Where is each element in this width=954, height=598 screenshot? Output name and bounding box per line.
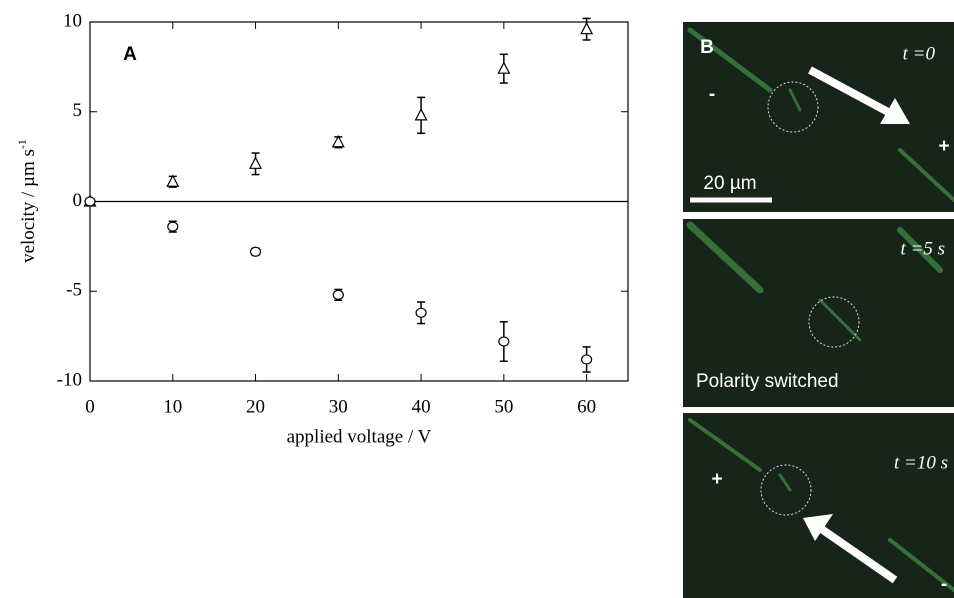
marker [167,221,179,232]
marker [332,289,344,300]
marker [580,21,594,35]
y-tick-label: 10 [63,10,82,31]
marker [166,174,180,187]
panel-label: A [123,44,137,65]
highlight-circle [808,296,860,348]
highlight-circle [767,81,819,133]
marker [415,307,427,318]
arrow-head [803,514,833,541]
panel-label: B [700,37,714,58]
x-tick-label: 10 [163,396,182,417]
micrograph [683,219,954,407]
micrograph [683,413,954,598]
y-tick-label: -5 [66,280,82,301]
arrow [808,66,892,117]
y-tick-label: -10 [57,369,82,390]
y-tick-label: 0 [73,190,83,211]
scale-bar-label: 20 µm [703,173,756,194]
electrode-sign: + [711,469,722,490]
arrow-head [880,98,910,124]
y-tick-label: 5 [73,100,83,121]
micrograph [683,22,954,212]
time-label: t =5 s [901,238,946,259]
y-label-sup: -1 [15,139,29,149]
note: Polarity switched [696,371,839,392]
x-tick-label: 0 [85,396,95,417]
x-axis-label: applied voltage / V [287,426,432,447]
y-label-text: velocity / µm s [18,149,39,263]
y-axis-label: velocity / µm s-1 [15,139,40,263]
marker [331,134,345,148]
streaks [686,27,954,592]
arrow [817,524,898,584]
marker [249,246,262,257]
x-tick-label: 20 [246,396,265,417]
x-tick-label: 30 [329,396,348,417]
marker [249,156,263,169]
electrode-sign: - [709,84,715,105]
x-tick-label: 60 [577,396,596,417]
marker [581,354,593,365]
panel-b: 20 µm B t =0 - + t =5 s Polarity switche… [683,22,954,598]
marker [414,108,428,121]
electrode-sign: - [941,574,947,595]
time-label: t =10 s [894,452,948,473]
marker [498,336,510,347]
x-tick-label: 40 [412,396,431,417]
marker [497,61,511,74]
electrode-sign: + [938,136,949,157]
x-tick-label: 50 [494,396,513,417]
highlight-circle [760,464,812,516]
time-label: t =0 [903,43,936,64]
marker [84,196,96,207]
